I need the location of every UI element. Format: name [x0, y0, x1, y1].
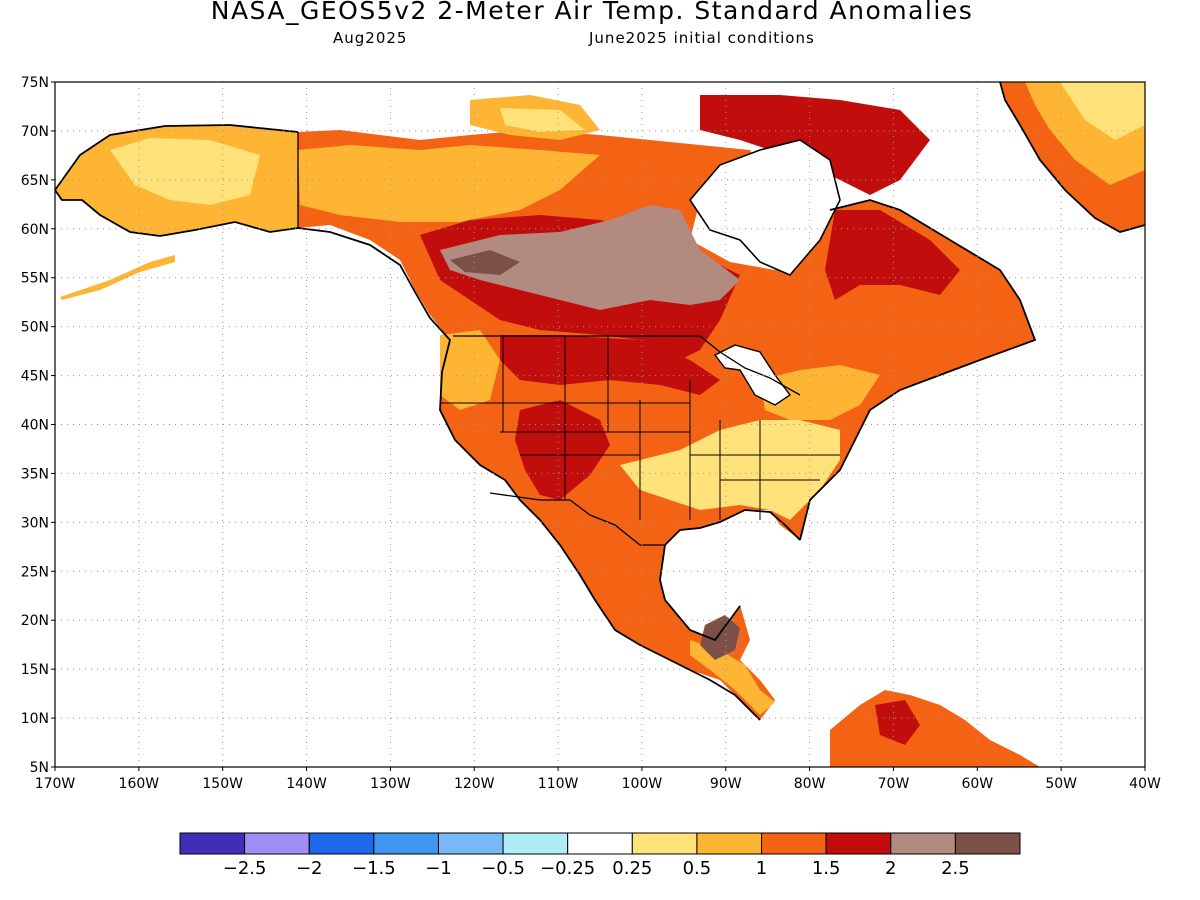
colorbar-label: 0.5 [683, 858, 712, 879]
lon-tick-label: 160W [119, 776, 160, 792]
colorbar-swatch [825, 832, 892, 855]
southwest-hot [515, 400, 610, 500]
colorbar: −2.5 −2 −1.5 −1 −0.5 −0.25 0.25 0.5 1 1.5 2 2.5 [179, 832, 1021, 879]
colorbar-swatch [631, 832, 698, 855]
mexico-extreme-patch [700, 615, 740, 660]
lon-tick-label: 120W [454, 776, 495, 792]
colorbar-label: −0.5 [481, 858, 525, 879]
colorbar-label: −2 [296, 858, 323, 879]
lat-tick-label: 10N [21, 711, 49, 727]
alaska-coastline [55, 124, 299, 237]
south-america-hot [875, 700, 920, 745]
colorbar-label: 2.5 [941, 858, 970, 879]
colorbar-label: 1.5 [812, 858, 841, 879]
quebec-hot [825, 210, 960, 300]
colorbar-swatch [696, 832, 763, 855]
lat-tick-label: 70N [21, 124, 49, 140]
lat-tick-label: 75N [21, 75, 49, 91]
us-canada-border [453, 335, 801, 396]
lat-tick-label: 65N [21, 173, 49, 189]
init-conditions-label: June2025 initial conditions [589, 29, 815, 47]
plot-frame [54, 81, 1146, 768]
colorbar-swatch [761, 832, 827, 855]
pacific-coastline [297, 227, 761, 721]
arctic-islands-mild [500, 108, 585, 132]
great-lakes [713, 344, 792, 406]
lat-lon-grid [55, 82, 1145, 767]
colorbar-label: 2 [885, 858, 896, 879]
eastern-us-mild [620, 420, 840, 520]
lat-tick-label: 20N [21, 613, 49, 629]
lat-tick-label: 40N [21, 418, 49, 434]
lat-tick-label: 45N [21, 369, 49, 385]
northern-plains-hot [500, 335, 720, 395]
lon-tick-label: 150W [202, 776, 243, 792]
us-state-lines [440, 336, 840, 520]
lat-tick-label: 30N [21, 515, 49, 531]
colorbar-label: −1.5 [352, 858, 396, 879]
lon-tick-label: 100W [622, 776, 663, 792]
axis-ticks: 75N 70N 65N 60N 55N 50N 45N 40N 35N 30N 25N 20N 15N 1… [21, 75, 1161, 792]
colorbar-label: −2.5 [223, 858, 267, 879]
colorbar-swatch [244, 832, 310, 855]
colorbar-label: −0.25 [540, 858, 595, 879]
colorbar-swatch [954, 832, 1021, 855]
colorbar-label: 0.25 [612, 858, 652, 879]
lat-tick-label: 50N [21, 320, 49, 336]
alaska-aleutians [60, 255, 175, 300]
greenland-coastline [999, 82, 1145, 233]
colorbar-swatch [179, 832, 246, 855]
colorbar-swatch [567, 832, 633, 855]
central-canada-peak [450, 250, 520, 275]
lon-tick-label: 170W [35, 776, 76, 792]
arctic-archipelago-hot [700, 95, 930, 195]
lat-tick-label: 55N [21, 271, 49, 287]
greenland-mild-core [1060, 82, 1145, 140]
colorbar-swatch [437, 832, 504, 855]
lon-tick-label: 80W [794, 776, 826, 792]
lon-tick-label: 140W [286, 776, 327, 792]
lon-tick-label: 50W [1045, 776, 1077, 792]
northern-canada-band [298, 145, 600, 222]
valid-month-label: Aug2025 [333, 29, 408, 47]
central-canada-extreme [440, 205, 740, 310]
map-title: NASA_GEOS5v2 2-Meter Air Temp. Standard … [210, 0, 974, 25]
us-mexico-border [489, 492, 665, 546]
hudson-bay [688, 139, 841, 276]
lon-tick-label: 90W [710, 776, 742, 792]
colorbar-swatch [502, 832, 569, 855]
lon-tick-label: 130W [370, 776, 411, 792]
lat-tick-label: 60N [21, 222, 49, 238]
lon-tick-label: 40W [1129, 776, 1161, 792]
anomaly-field [55, 82, 1145, 767]
lon-tick-label: 70W [878, 776, 910, 792]
lat-tick-label: 5N [30, 760, 49, 776]
lat-tick-label: 25N [21, 564, 49, 580]
gulf-coastline [659, 509, 801, 642]
northeast-warm [760, 365, 880, 420]
colorbar-label: −1 [425, 858, 452, 879]
lon-tick-label: 110W [538, 776, 579, 792]
colorbar-label: 1 [756, 858, 767, 879]
colorbar-swatch [890, 832, 956, 855]
atlantic-coastline [799, 199, 1037, 541]
colorbar-swatch [373, 832, 439, 855]
lat-tick-label: 35N [21, 466, 49, 482]
colorbar-swatch [308, 832, 375, 855]
lon-tick-label: 60W [961, 776, 993, 792]
pacific-northwest-warm [440, 330, 500, 410]
lat-tick-label: 15N [21, 662, 49, 678]
